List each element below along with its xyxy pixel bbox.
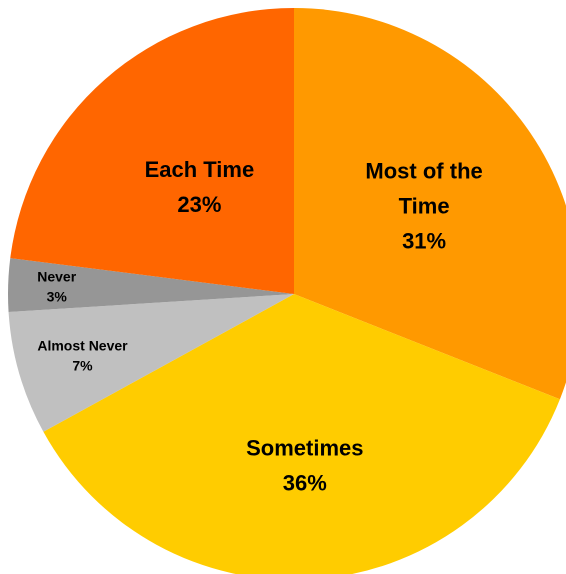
pie-category-label: Sometimes — [246, 436, 363, 461]
pie-category-label: Almost Never — [37, 337, 128, 353]
pie-label-sometimes: Sometimes 36% — [246, 436, 363, 496]
pie-label-almost-never: Almost Never 7% — [37, 337, 128, 373]
pie-category-label: Each Time — [145, 157, 255, 182]
pie-value-label: 31% — [402, 228, 446, 253]
pie-value-label: 7% — [72, 357, 93, 373]
pie-labels: Most of the Time 31% Sometimes 36% Almost Nev… — [37, 157, 483, 496]
pie-value-label: 36% — [283, 471, 327, 496]
pie-value-label: 3% — [47, 288, 68, 304]
pie-slice-most-of-the-time — [294, 8, 566, 400]
pie-label-never: Never 3% — [37, 268, 76, 304]
pie-category-label: Time — [399, 193, 450, 218]
pie-label-most-of-the-time: Most of the Time 31% — [365, 158, 482, 253]
pie-category-label: Never — [37, 268, 76, 284]
pie-slice-almost-never — [8, 294, 295, 432]
pie-category-label: Most of the — [365, 158, 482, 183]
pie-slice-sometimes — [43, 294, 560, 574]
pie-value-label: 23% — [177, 192, 221, 217]
pie-slices — [7, 8, 566, 574]
pie-slice-never — [7, 258, 294, 312]
pie-slice-each-time — [10, 8, 294, 294]
pie-label-each-time: Each Time 23% — [145, 157, 255, 217]
